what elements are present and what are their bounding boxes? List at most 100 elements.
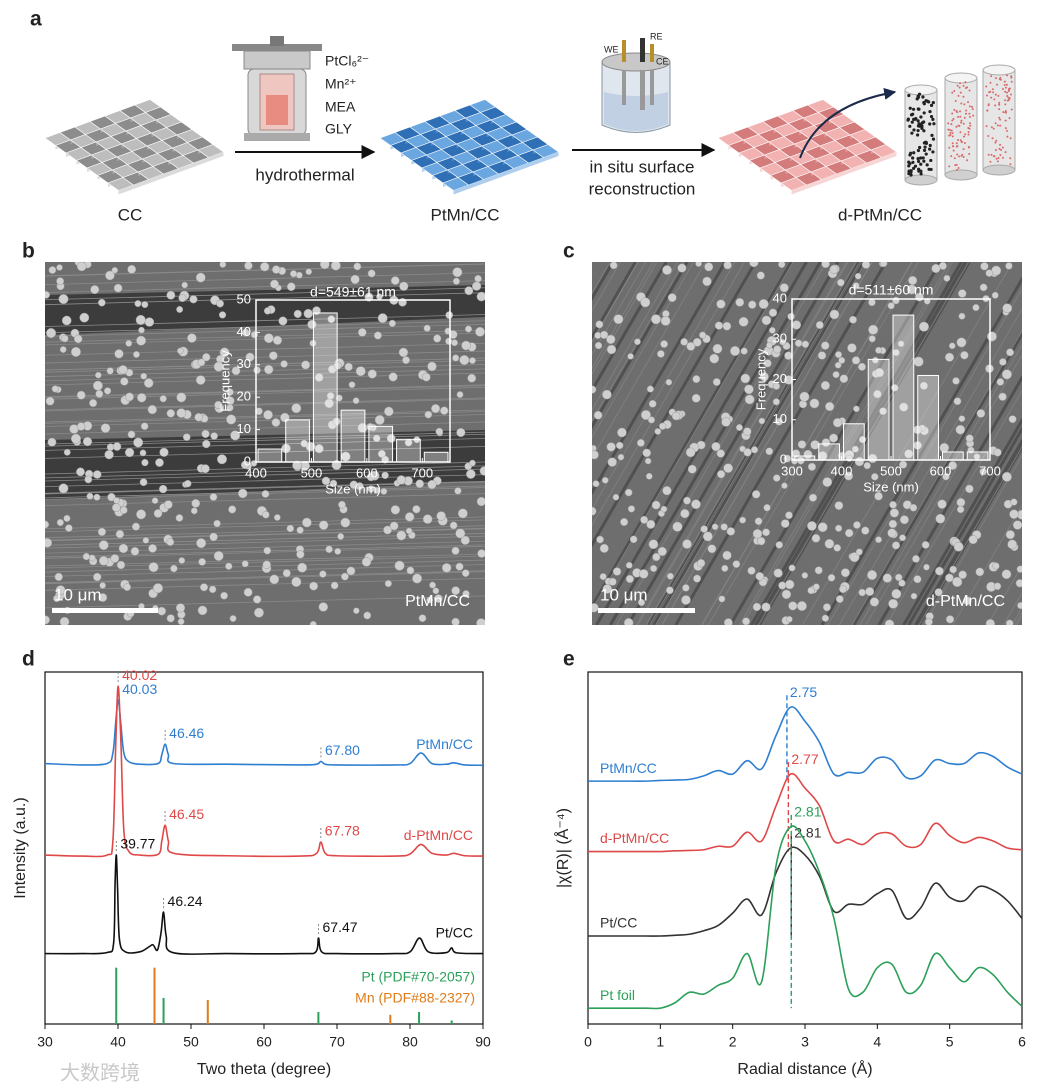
particle [844, 471, 854, 481]
particle [1015, 579, 1022, 588]
peak-label: 40.03 [122, 681, 157, 697]
y-tick-label: 20 [773, 371, 787, 386]
particle [784, 351, 793, 360]
particle [116, 560, 126, 570]
particle [971, 105, 974, 108]
particle [922, 129, 926, 133]
particle [962, 148, 965, 151]
particle [720, 523, 728, 531]
fiber-streak [45, 519, 485, 533]
particle [592, 385, 597, 394]
particle [889, 508, 899, 518]
data-line [44, 685, 484, 858]
particle [958, 415, 966, 423]
particle [928, 147, 932, 151]
particle [241, 328, 250, 337]
x-tick-label: 600 [356, 465, 378, 480]
particle [991, 88, 994, 91]
weave-edge [881, 152, 897, 162]
fiber-streak [592, 262, 668, 394]
particle [627, 353, 634, 360]
particle [638, 569, 649, 579]
fiber-streak [626, 262, 840, 625]
particle [871, 356, 879, 364]
particle [815, 321, 824, 330]
particle [1004, 119, 1007, 122]
particle [399, 281, 409, 291]
particle [45, 520, 50, 529]
particle [917, 169, 921, 173]
particle [120, 377, 129, 386]
particle [763, 359, 772, 368]
particle [46, 328, 57, 339]
particle [989, 90, 992, 93]
weave-edge [163, 168, 179, 178]
particle [965, 109, 968, 112]
x-tick-label: 400 [831, 463, 853, 478]
fiber-streak [592, 262, 706, 459]
precursor: PtCl₆²⁻ [325, 53, 369, 69]
particle [958, 155, 961, 158]
particle [219, 347, 230, 358]
particle [326, 392, 335, 400]
scale-bar-label: 10 μm [600, 585, 648, 604]
scale-bar-label: 10 μm [54, 585, 102, 604]
particle [788, 564, 796, 572]
series-label: d-PtMn/CC [600, 830, 669, 846]
particle [217, 454, 227, 465]
particle [955, 142, 958, 145]
particle [888, 519, 898, 529]
fiber-streak [592, 262, 639, 343]
particle [319, 262, 330, 270]
particle [868, 335, 876, 343]
particle [640, 297, 651, 308]
particle [960, 102, 963, 105]
particle [912, 166, 916, 170]
particle [602, 584, 613, 594]
particle [76, 390, 86, 400]
particle [849, 552, 860, 563]
particle [394, 560, 405, 571]
particle [735, 297, 745, 307]
particle [948, 461, 958, 470]
y-axis-label: Frequency [217, 350, 232, 412]
particle [935, 566, 944, 576]
particle [948, 134, 951, 137]
particle [601, 476, 609, 484]
particle [330, 262, 341, 271]
particle [744, 384, 754, 395]
particle [196, 538, 207, 549]
weave-edge [543, 152, 559, 162]
sem-image [45, 262, 485, 625]
particle [796, 601, 807, 611]
particle [139, 478, 148, 487]
particle [594, 341, 603, 350]
particle [875, 346, 883, 354]
particle [968, 115, 971, 118]
particle [625, 574, 634, 584]
weave-edge [513, 163, 529, 173]
particle [680, 508, 690, 519]
particle [144, 317, 155, 327]
particle [867, 570, 878, 581]
bar [818, 443, 840, 461]
particle [134, 300, 142, 308]
particle [899, 402, 909, 412]
particle [821, 262, 830, 269]
particle [230, 430, 241, 441]
particle [958, 570, 967, 579]
particle [945, 573, 954, 583]
particle [1004, 103, 1007, 106]
particle [617, 453, 625, 461]
particle [685, 447, 696, 458]
series-label: PtMn/CC [600, 760, 657, 776]
particle [855, 548, 863, 556]
cylinder-top [944, 72, 978, 84]
data-line [44, 854, 484, 955]
particle [987, 103, 990, 106]
particle [396, 530, 407, 541]
particle [1007, 98, 1010, 101]
particle [469, 459, 476, 467]
particle [952, 377, 960, 385]
particle [65, 524, 73, 532]
